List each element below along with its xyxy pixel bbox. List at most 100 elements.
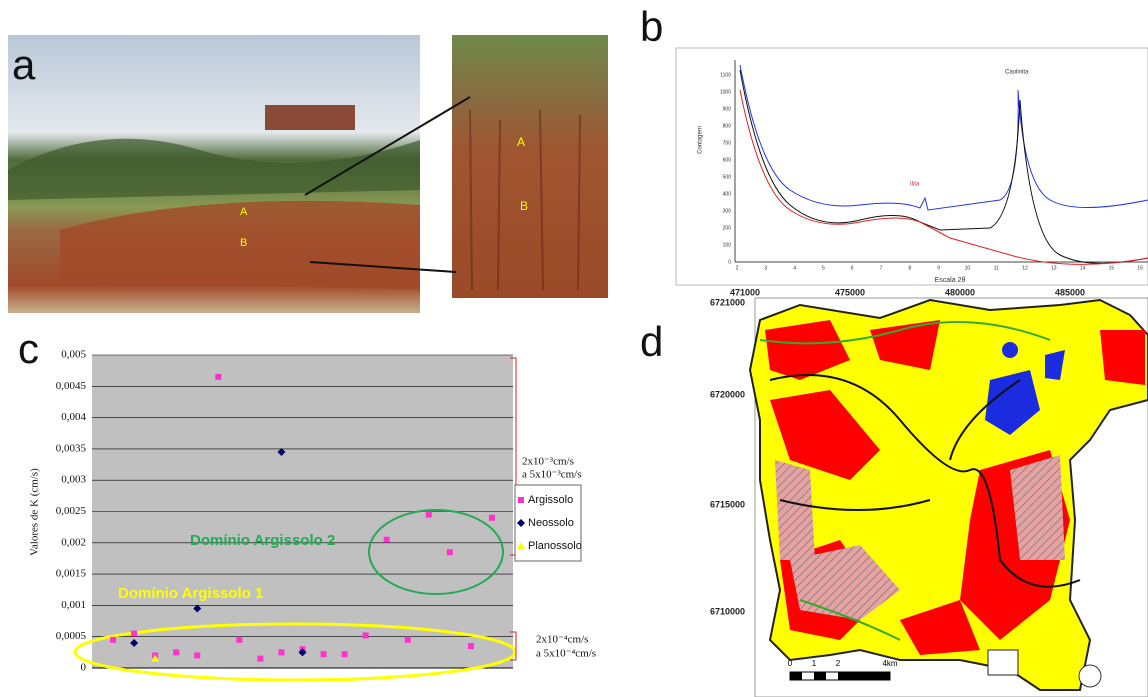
inset-photo bbox=[452, 35, 608, 298]
point bbox=[488, 514, 495, 521]
horizon-label: B bbox=[520, 199, 528, 213]
xrd-y-label: Contagem bbox=[698, 126, 704, 154]
xrd-x-tick: 13 bbox=[1051, 265, 1057, 271]
soil bbox=[60, 200, 420, 290]
xrd-y-tick: 200 bbox=[723, 225, 732, 231]
xrd-x-tick: 8 bbox=[908, 265, 911, 271]
xrd-x-tick: 2 bbox=[736, 265, 739, 271]
panel-label: d bbox=[640, 318, 663, 365]
point bbox=[446, 549, 453, 556]
point bbox=[278, 649, 285, 656]
xrd-x-tick: 14 bbox=[1080, 265, 1086, 271]
y-tick-label: 0,0035 bbox=[56, 442, 87, 454]
xrd-x-tick: 5 bbox=[822, 265, 825, 271]
range-label: a 5x10⁻³cm/s bbox=[522, 469, 582, 481]
legend-marker bbox=[517, 519, 525, 527]
point bbox=[362, 632, 369, 639]
annotation: Domínio Argissolo 1 bbox=[118, 585, 263, 602]
y-tick-label: 0,0025 bbox=[56, 505, 87, 517]
xrd-x-label: Escala 2θ bbox=[935, 277, 966, 284]
point bbox=[320, 651, 327, 658]
map-x-tick: 475000 bbox=[835, 287, 865, 297]
y-tick-label: 0,0045 bbox=[56, 380, 87, 392]
point bbox=[151, 654, 160, 662]
house bbox=[265, 105, 355, 130]
bracket bbox=[510, 631, 517, 661]
point bbox=[383, 536, 390, 543]
streaks bbox=[469, 109, 581, 291]
y-tick-label: 0,0005 bbox=[56, 630, 87, 642]
point bbox=[425, 511, 432, 518]
point bbox=[257, 655, 264, 662]
y-axis-label: Valores de K (cm/s) bbox=[29, 468, 41, 556]
legend-label: Planossolo bbox=[528, 540, 582, 552]
xrd-x-tick: 15 bbox=[1109, 265, 1115, 271]
map-hatch bbox=[775, 455, 1065, 620]
xrd-y-tick: 100 bbox=[723, 242, 732, 248]
xrd-y-tick: 1100 bbox=[720, 72, 731, 78]
xrd-x-tick: 16 bbox=[1137, 265, 1143, 271]
bracket bbox=[510, 357, 517, 556]
xrd-x-tick: 12 bbox=[1022, 265, 1028, 271]
point bbox=[110, 636, 117, 643]
xrd-curve bbox=[739, 69, 1148, 264]
map-lines bbox=[759, 321, 1051, 641]
point bbox=[215, 373, 222, 380]
point bbox=[173, 649, 180, 656]
map-x-tick: 480000 bbox=[945, 287, 975, 297]
xrd-y-tick: 700 bbox=[723, 140, 732, 146]
y-tick-label: 0,003 bbox=[61, 474, 86, 486]
scale-bar bbox=[789, 671, 891, 681]
map-x-tick: 471000 bbox=[730, 287, 760, 297]
legend-label: Argissolo bbox=[528, 494, 573, 506]
xrd-y-tick: 300 bbox=[723, 208, 732, 214]
xrd-x-tick: 10 bbox=[965, 265, 971, 271]
compass bbox=[1078, 664, 1102, 688]
scale-label: 0 bbox=[788, 659, 793, 668]
legend-marker bbox=[517, 542, 525, 549]
map-y-tick: 6710000 bbox=[710, 606, 745, 616]
map-y-tick: 6721000 bbox=[710, 297, 745, 307]
trees bbox=[8, 138, 420, 200]
xrd-y-tick: 500 bbox=[723, 174, 732, 180]
panel-label: b bbox=[640, 3, 663, 50]
annotation: Domínio Argissolo 2 bbox=[190, 532, 335, 549]
xrd-x-tick: 4 bbox=[793, 265, 796, 271]
y-tick-label: 0 bbox=[81, 662, 87, 674]
range-label: 2x10⁻⁴cm/s bbox=[536, 634, 588, 646]
domain-ellipse bbox=[368, 509, 504, 595]
xrd-y-tick: 0 bbox=[728, 259, 731, 265]
point bbox=[298, 648, 307, 657]
point bbox=[277, 448, 286, 457]
xrd-x-tick: 3 bbox=[764, 265, 767, 271]
xrd-curve bbox=[739, 64, 1148, 211]
peak-label: Caolinita bbox=[1005, 70, 1029, 76]
xrd-y-tick: 1000 bbox=[720, 89, 731, 95]
horizon-label: A bbox=[240, 206, 248, 218]
scale-label: 2 bbox=[836, 659, 841, 668]
panel-label: a bbox=[12, 41, 36, 88]
scale-label: 4km bbox=[882, 659, 897, 668]
connector bbox=[309, 261, 457, 273]
xrd-y-tick: 400 bbox=[723, 191, 732, 197]
y-tick-label: 0,005 bbox=[61, 349, 86, 361]
y-tick-label: 0,004 bbox=[61, 411, 86, 423]
map-inset bbox=[987, 649, 1019, 676]
point bbox=[194, 652, 201, 659]
range-label: 2x10⁻³cm/s bbox=[522, 456, 574, 468]
xrd-x-tick: 7 bbox=[880, 265, 883, 271]
scale-label: 1 bbox=[812, 659, 817, 668]
horizon-label: B bbox=[240, 237, 247, 249]
y-tick-label: 0,0015 bbox=[56, 568, 87, 580]
map-lines bbox=[769, 374, 1081, 588]
xrd-x-tick: 11 bbox=[994, 265, 999, 271]
xrd-y-tick: 600 bbox=[723, 157, 732, 163]
map-blue bbox=[985, 342, 1065, 435]
xrd-y-tick: 900 bbox=[723, 106, 732, 112]
peak-label: Ilita bbox=[910, 182, 920, 188]
legend bbox=[514, 484, 582, 562]
xrd-frame bbox=[675, 47, 1148, 286]
point bbox=[193, 604, 202, 613]
xrd-x-tick: 9 bbox=[937, 265, 940, 271]
